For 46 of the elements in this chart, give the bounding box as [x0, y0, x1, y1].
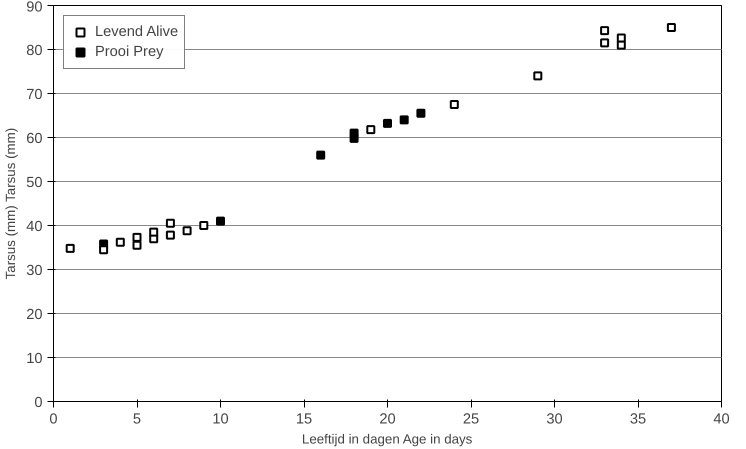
point — [383, 118, 392, 128]
point — [366, 125, 376, 134]
point — [600, 26, 610, 36]
x-tick-label: 25 — [462, 412, 480, 428]
y-tick-label: 50 — [26, 175, 43, 191]
y-tick-label: 70 — [26, 87, 43, 103]
y-axis-title: Tarsus (mm) Tarsus (mm) — [3, 128, 18, 280]
point — [350, 134, 359, 143]
y-tick-label: 30 — [26, 263, 43, 279]
x-tick-label: 5 — [132, 412, 142, 428]
point — [66, 244, 75, 253]
point — [149, 228, 158, 237]
point — [99, 245, 108, 254]
y-tick-label: 10 — [26, 351, 43, 367]
point — [533, 71, 542, 80]
point — [316, 150, 326, 160]
point — [416, 108, 426, 118]
point — [132, 240, 142, 250]
point — [166, 230, 175, 240]
x-tick-label: 0 — [49, 412, 58, 428]
x-tick-label: 10 — [212, 412, 229, 428]
point — [132, 232, 142, 242]
point — [600, 38, 610, 48]
x-tick-label: 20 — [379, 412, 396, 428]
y-tick-label: 90 — [26, 0, 43, 16]
point — [182, 226, 192, 236]
point — [666, 23, 676, 32]
y-tick-label: 80 — [26, 43, 43, 59]
x-tick-label: 35 — [630, 412, 646, 428]
x-tick-label: 30 — [546, 412, 563, 428]
point — [199, 221, 208, 230]
point — [166, 218, 175, 228]
x-tick-label: 15 — [296, 412, 312, 428]
x-axis-title: Leeftijd in dagen Age in days — [302, 432, 473, 446]
x-tick-label: 40 — [713, 412, 730, 428]
y-tick-label: 60 — [26, 131, 43, 147]
legend-label: Prooi Prey — [95, 44, 164, 60]
y-tick-label: 20 — [26, 307, 43, 323]
point — [400, 115, 409, 124]
legend-label: Levend Alive — [95, 24, 178, 40]
point — [216, 216, 225, 226]
point — [616, 40, 626, 50]
y-tick-label: 40 — [26, 219, 43, 235]
point — [450, 100, 459, 109]
point — [116, 238, 125, 247]
y-tick-label: 0 — [34, 395, 43, 411]
